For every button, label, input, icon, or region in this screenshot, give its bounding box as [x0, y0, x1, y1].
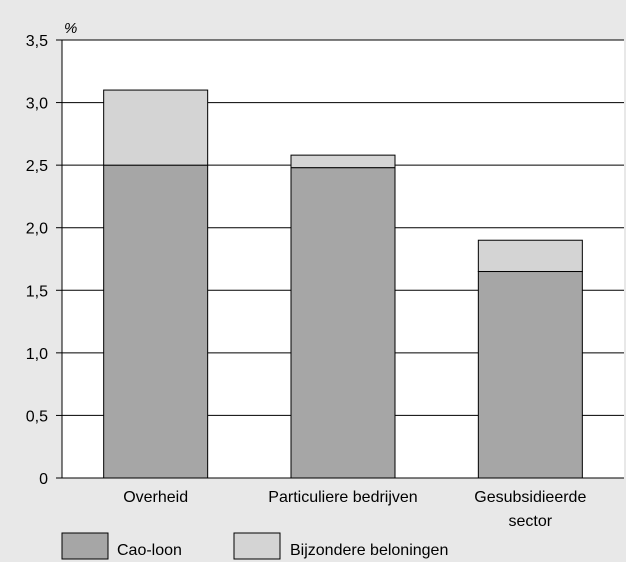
y-tick-labels: 0 0,5 1,0 1,5 2,0 2,5 3,0 3,5 — [26, 33, 48, 488]
axes — [56, 39, 624, 479]
y-tick-label: 2,0 — [26, 221, 48, 238]
x-category-label: Overheid — [123, 489, 188, 506]
bar-segment-cao-loon — [290, 167, 396, 479]
x-category-labels: Overheid Particuliere bedrijven Gesubsidie… — [123, 489, 586, 530]
legend: Cao-loon Bijzondere beloningen — [61, 532, 448, 560]
bar-segment-bijzondere-beloningen — [477, 239, 583, 273]
y-tick-label: 3,5 — [26, 33, 48, 50]
bars — [103, 89, 583, 479]
y-unit-label: % — [64, 20, 77, 37]
bar-segment-bijzondere-beloningen — [290, 154, 396, 169]
y-tick-label: 3,0 — [26, 96, 48, 113]
y-tick-label: 1,5 — [26, 283, 48, 300]
legend-label: Cao-loon — [117, 542, 182, 559]
legend-swatch — [233, 532, 281, 560]
x-category-label: Particuliere bedrijven — [268, 489, 417, 506]
bar-segment-cao-loon — [477, 271, 583, 479]
y-tick-label: 2,5 — [26, 158, 48, 175]
legend-swatch — [61, 532, 109, 560]
y-tick-label: 1,0 — [26, 346, 48, 363]
y-tick-label: 0 — [39, 471, 48, 488]
bar-segment-bijzondere-beloningen — [103, 89, 209, 166]
x-category-label: Gesubsidieerde — [474, 489, 586, 506]
y-tick-label: 0,5 — [26, 408, 48, 425]
legend-label: Bijzondere beloningen — [290, 542, 448, 559]
bar-segment-cao-loon — [103, 164, 209, 479]
x-category-label: sector — [509, 513, 553, 530]
